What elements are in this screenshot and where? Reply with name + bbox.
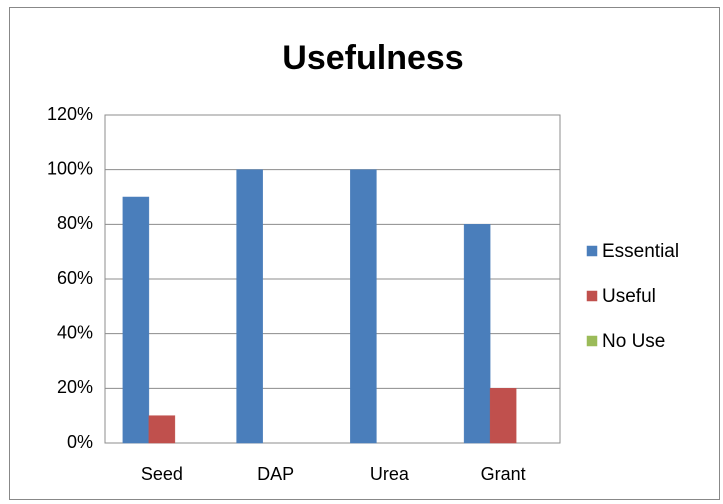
legend-label: Useful: [602, 286, 656, 307]
legend-label: Essential: [602, 241, 679, 262]
y-tick-label: 120%: [47, 104, 93, 124]
legend-swatch: [586, 245, 598, 257]
x-tick-label: Urea: [370, 464, 410, 484]
bar: [489, 388, 517, 444]
bar: [463, 224, 491, 444]
y-tick-label: 0%: [67, 432, 93, 452]
legend-swatch: [586, 290, 598, 302]
bar: [122, 196, 150, 444]
legend-swatch: [586, 335, 598, 347]
y-tick-label: 100%: [47, 158, 93, 178]
chart-title: Usefulness: [282, 39, 463, 77]
x-tick-label: Seed: [141, 464, 183, 484]
y-tick-label: 60%: [57, 268, 93, 288]
bar: [236, 169, 263, 444]
y-tick-label: 80%: [57, 213, 93, 233]
legend-label: No Use: [602, 331, 665, 352]
bar: [148, 415, 176, 444]
bar: [350, 169, 377, 444]
x-tick-label: DAP: [257, 464, 294, 484]
y-tick-label: 20%: [57, 377, 93, 397]
y-tick-label: 40%: [57, 322, 93, 342]
x-tick-label: Grant: [481, 464, 526, 484]
